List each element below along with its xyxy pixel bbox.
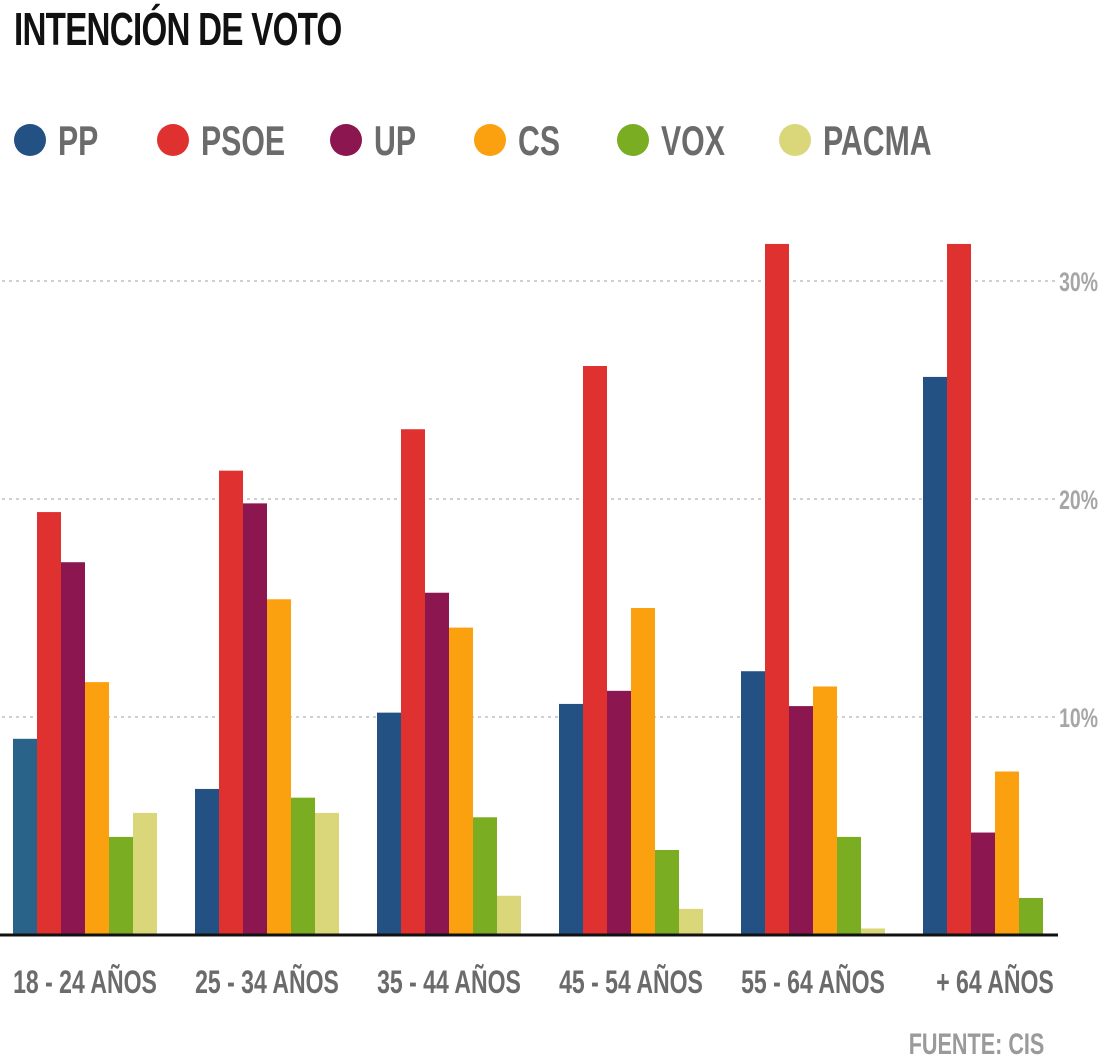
legend-label: PSOE [201, 117, 286, 164]
bar-psoe [37, 512, 61, 935]
bar-psoe [401, 429, 425, 935]
bar-cs [85, 682, 109, 935]
source-note: FUENTE: CIS [908, 1028, 1044, 1061]
bar-up [789, 706, 813, 935]
legend-label: CS [518, 117, 561, 164]
bar-vox [1019, 897, 1043, 935]
legend-label: VOX [661, 117, 725, 164]
bar-vox [837, 836, 861, 935]
bar-psoe [947, 243, 971, 935]
legend-label: PP [58, 117, 99, 164]
bar-pacma [497, 895, 521, 935]
bar-cs [449, 627, 473, 935]
bar-pacma [133, 812, 157, 935]
legend-dot-icon [14, 124, 46, 156]
legend-dot-icon [617, 124, 649, 156]
chart-title: INTENCIÓN DE VOTO [14, 3, 342, 55]
x-tick-label: + 64 AÑOS [936, 964, 1054, 1000]
bar-pacma [679, 908, 703, 935]
bar-pp [741, 671, 765, 935]
y-tick-label: 30% [1059, 267, 1098, 297]
legend-dot-icon [330, 124, 362, 156]
bar-up [425, 592, 449, 935]
bar-pp [559, 703, 583, 935]
bar-vox [291, 797, 315, 935]
bar-pacma [861, 928, 885, 935]
x-tick-label: 45 - 54 AÑOS [559, 964, 703, 1000]
bar-vox [473, 817, 497, 935]
bar-up [607, 690, 631, 935]
legend-label: UP [374, 117, 417, 164]
x-tick-label: 55 - 64 AÑOS [741, 964, 885, 1000]
bar-pp [195, 788, 219, 935]
legend-dot-icon [474, 124, 506, 156]
bar-psoe [219, 470, 243, 935]
legend-dot-icon [779, 124, 811, 156]
bar-cs [995, 771, 1019, 935]
bar-vox [109, 836, 133, 935]
bar-pp [923, 376, 947, 935]
bar-cs [267, 599, 291, 935]
bar-cs [631, 608, 655, 935]
legend-label: PACMA [823, 117, 932, 164]
bar-pp [13, 738, 37, 935]
bar-pacma [315, 812, 339, 935]
bar-up [61, 562, 85, 935]
bar-psoe [765, 243, 789, 935]
bar-pp [377, 712, 401, 935]
bar-up [971, 832, 995, 935]
bar-vox [655, 849, 679, 935]
y-tick-label: 20% [1059, 485, 1098, 515]
x-tick-label: 35 - 44 AÑOS [377, 964, 521, 1000]
x-tick-label: 18 - 24 AÑOS [13, 964, 157, 1000]
x-tick-label: 25 - 34 AÑOS [195, 964, 339, 1000]
bar-up [243, 503, 267, 935]
legend-dot-icon [157, 124, 189, 156]
y-tick-label: 10% [1059, 703, 1098, 733]
bar-psoe [583, 366, 607, 935]
bar-cs [813, 686, 837, 935]
